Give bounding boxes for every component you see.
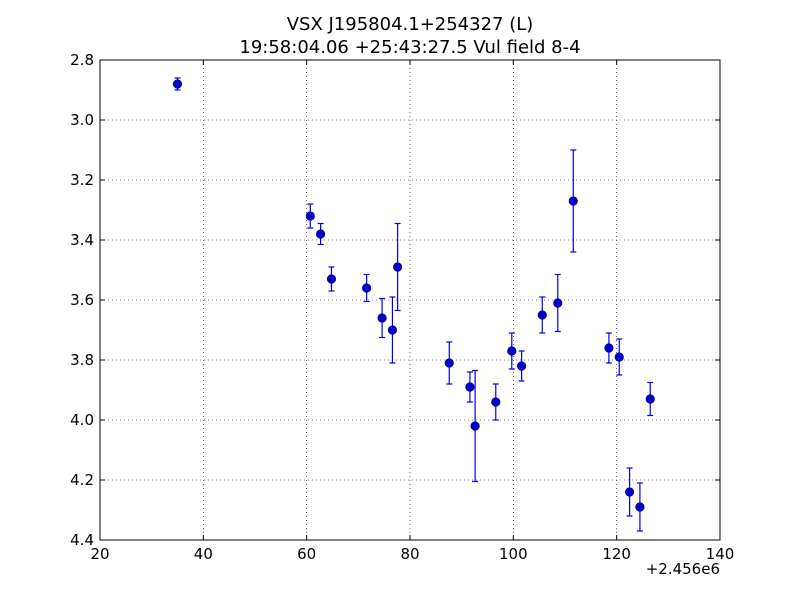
x-tick-label: 20: [90, 545, 109, 563]
marker: [377, 313, 387, 323]
plot-frame: [99, 59, 721, 541]
y-tick-label: 3.0: [70, 111, 94, 129]
marker: [645, 394, 655, 404]
y-tick-label: 3.2: [70, 171, 94, 189]
data-point: [361, 273, 372, 303]
data-point: [305, 203, 315, 229]
data-layer: [172, 77, 655, 532]
marker: [392, 262, 403, 272]
data-point: [392, 222, 403, 312]
marker: [305, 211, 315, 221]
data-point: [444, 341, 454, 385]
x-tick-label: 80: [400, 545, 419, 563]
marker: [444, 358, 454, 368]
data-point: [387, 296, 398, 364]
data-point: [635, 482, 645, 532]
data-point: [326, 266, 337, 292]
marker: [624, 487, 635, 497]
marker: [614, 352, 624, 362]
marker: [465, 382, 475, 392]
y-tick-label: 3.6: [70, 291, 94, 309]
marker: [491, 397, 501, 407]
y-tick-label: 3.8: [70, 351, 94, 369]
marker: [568, 196, 578, 206]
marker: [316, 229, 326, 239]
marker: [326, 274, 337, 284]
data-point: [465, 371, 475, 403]
data-point: [507, 332, 517, 370]
x-tick-label: 120: [602, 545, 631, 563]
data-point: [377, 297, 387, 339]
marker: [553, 298, 563, 308]
data-point: [516, 350, 527, 382]
x-tick-label: 100: [499, 545, 528, 563]
y-tick-label: 4.2: [70, 471, 94, 489]
data-point: [624, 467, 635, 517]
data-point: [568, 149, 578, 253]
y-tick-label: 2.8: [70, 51, 94, 69]
marker: [507, 346, 517, 356]
y-tick-label: 4.0: [70, 411, 94, 429]
data-point: [614, 338, 624, 376]
chart-title-line-2: 19:58:04.06 +25:43:27.5 Vul field 8-4: [239, 37, 580, 58]
marker: [470, 421, 480, 431]
y-tick-label: 4.4: [70, 531, 94, 549]
marker: [387, 325, 398, 335]
x-offset-label: +2.456e6: [646, 560, 720, 578]
data-point: [537, 296, 547, 334]
data-point: [172, 77, 183, 91]
data-point: [553, 273, 563, 333]
x-tick-label: 40: [194, 545, 213, 563]
marker: [635, 502, 645, 512]
marker: [172, 79, 183, 89]
marker: [604, 343, 614, 353]
marker: [537, 310, 547, 320]
data-point: [491, 383, 501, 421]
x-tick-label: 60: [297, 545, 316, 563]
data-point: [604, 332, 614, 364]
tick-label-layer: 20 40 60 80 100 120 140 2.8 3.0 3.2 3.4 3.6 3.8 4.0 4.…: [70, 51, 734, 563]
data-point: [470, 369, 480, 483]
marker: [361, 283, 372, 293]
marker: [516, 361, 527, 371]
data-point: [645, 381, 655, 417]
data-point: [316, 222, 326, 246]
x-tick-label: 140: [706, 545, 735, 563]
y-tick-label: 3.4: [70, 231, 94, 249]
chart-title-line-1: VSX J195804.1+254327 (L): [287, 14, 534, 35]
